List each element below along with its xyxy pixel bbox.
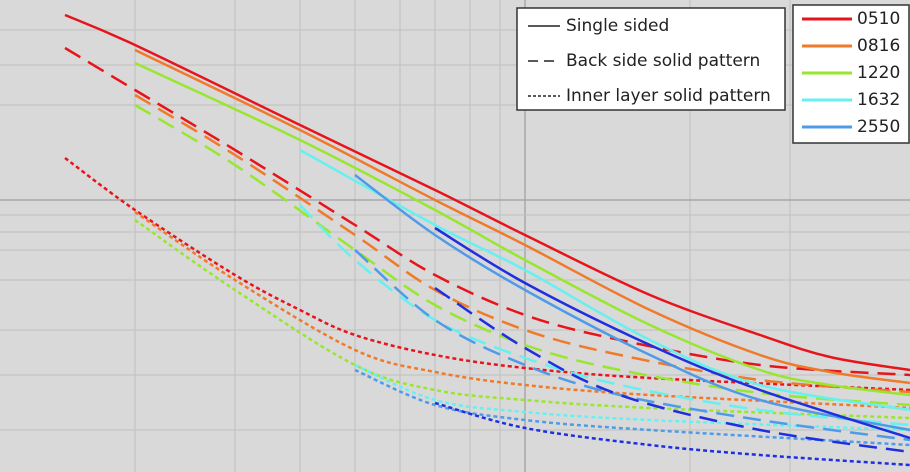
curve <box>354 249 910 442</box>
curve <box>434 226 910 440</box>
color-legend-label: 0816 <box>857 36 900 56</box>
curve <box>354 174 910 432</box>
curve <box>134 61 910 397</box>
curve <box>64 156 910 392</box>
curve <box>64 46 910 377</box>
curve <box>134 210 910 410</box>
color-legend-label: 0510 <box>857 9 900 29</box>
curve <box>134 103 910 407</box>
color-legend-label: 1220 <box>857 63 900 83</box>
color-legend-label: 1632 <box>857 90 900 110</box>
curve <box>299 204 910 427</box>
curve <box>299 148 910 412</box>
color-legend-label: 2550 <box>857 117 900 137</box>
curve <box>134 48 910 385</box>
style-legend-label: Single sided <box>566 16 669 36</box>
curve <box>354 363 910 432</box>
curve <box>64 13 910 372</box>
style-legend-box <box>516 7 786 111</box>
curve <box>434 286 910 454</box>
curve <box>134 93 910 394</box>
curve <box>354 368 910 447</box>
style-legend-label: Inner layer solid pattern <box>566 86 771 106</box>
style-legend-label: Back side solid pattern <box>566 51 760 71</box>
curve <box>434 401 910 467</box>
